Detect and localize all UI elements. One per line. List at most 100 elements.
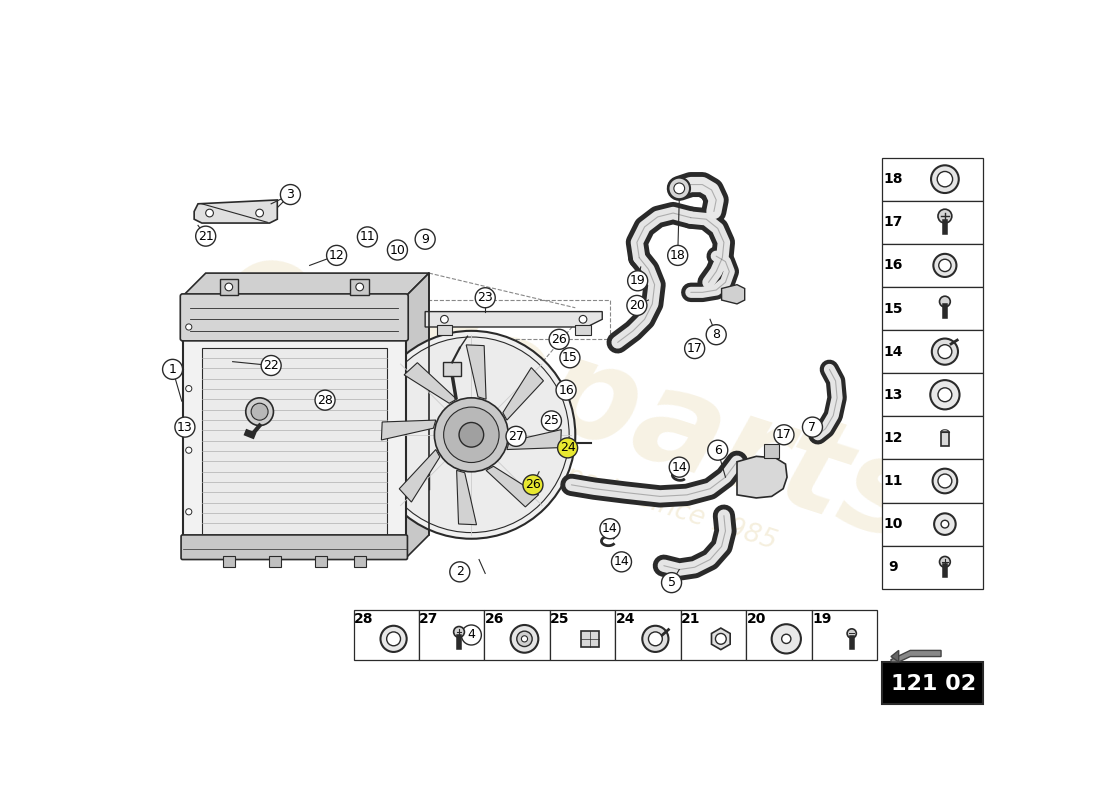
Circle shape	[358, 227, 377, 247]
Text: 27: 27	[508, 430, 524, 443]
Circle shape	[453, 626, 464, 638]
Text: 16: 16	[883, 258, 903, 272]
Text: 11: 11	[360, 230, 375, 243]
Bar	[882, 416, 983, 459]
Circle shape	[381, 626, 407, 652]
Text: 19: 19	[630, 274, 646, 287]
Circle shape	[367, 331, 575, 538]
Text: 5: 5	[668, 576, 675, 589]
Text: 14: 14	[602, 522, 618, 535]
Bar	[746, 610, 812, 660]
Circle shape	[327, 246, 346, 266]
Circle shape	[461, 625, 482, 645]
Text: 17: 17	[883, 215, 903, 230]
Bar	[882, 546, 983, 589]
Text: a passion for parts since 1985: a passion for parts since 1985	[394, 407, 780, 555]
Text: 6: 6	[714, 444, 722, 457]
Circle shape	[280, 185, 300, 205]
Bar	[681, 610, 746, 660]
Text: 28: 28	[317, 394, 333, 406]
Bar	[882, 158, 983, 201]
Circle shape	[684, 338, 705, 358]
Circle shape	[196, 226, 216, 246]
Circle shape	[649, 632, 662, 646]
FancyBboxPatch shape	[182, 535, 407, 559]
Text: 19: 19	[812, 612, 832, 626]
Circle shape	[541, 411, 561, 431]
Circle shape	[715, 634, 726, 644]
Text: 11: 11	[883, 474, 903, 488]
Text: 21: 21	[681, 612, 701, 626]
Bar	[202, 348, 387, 544]
Circle shape	[782, 634, 791, 643]
Circle shape	[774, 425, 794, 445]
Polygon shape	[195, 200, 277, 223]
Circle shape	[261, 355, 282, 375]
Bar	[763, 444, 779, 458]
Bar	[550, 610, 615, 660]
Text: 22: 22	[263, 359, 279, 372]
Text: 26: 26	[525, 478, 541, 491]
Polygon shape	[486, 466, 539, 507]
Text: 15: 15	[562, 351, 578, 364]
Polygon shape	[737, 456, 788, 498]
Text: 17: 17	[776, 428, 792, 442]
Text: 20: 20	[629, 299, 645, 312]
Text: 25: 25	[550, 612, 570, 626]
Circle shape	[443, 407, 499, 462]
Circle shape	[186, 447, 191, 454]
Bar	[443, 362, 461, 376]
Circle shape	[937, 171, 953, 187]
Polygon shape	[404, 362, 456, 403]
Text: 15: 15	[883, 302, 903, 315]
Circle shape	[579, 315, 587, 323]
Text: 2: 2	[455, 566, 464, 578]
Bar	[353, 557, 366, 567]
Circle shape	[506, 426, 526, 446]
Bar	[484, 610, 550, 660]
Circle shape	[931, 380, 959, 410]
Circle shape	[251, 403, 268, 420]
Bar	[882, 373, 983, 416]
Circle shape	[175, 417, 195, 437]
Circle shape	[931, 166, 959, 193]
Text: 14: 14	[614, 555, 629, 568]
Text: 25: 25	[543, 414, 560, 427]
Circle shape	[475, 288, 495, 308]
Text: 27: 27	[419, 612, 439, 626]
Circle shape	[938, 474, 952, 488]
Circle shape	[628, 270, 648, 291]
Text: 10: 10	[389, 243, 406, 257]
Polygon shape	[891, 650, 942, 662]
Circle shape	[558, 438, 578, 458]
Text: 18: 18	[670, 249, 685, 262]
Circle shape	[938, 388, 952, 402]
Circle shape	[560, 348, 580, 368]
Circle shape	[226, 283, 233, 291]
Text: 24: 24	[560, 442, 575, 454]
Bar	[882, 287, 983, 330]
Bar	[575, 326, 591, 334]
Circle shape	[940, 520, 948, 528]
Circle shape	[521, 636, 528, 642]
Text: 14: 14	[671, 461, 688, 474]
Circle shape	[387, 632, 400, 646]
Bar	[812, 610, 877, 660]
Circle shape	[374, 337, 569, 533]
Bar	[882, 330, 983, 373]
Bar	[882, 662, 983, 704]
Polygon shape	[406, 273, 429, 558]
Polygon shape	[507, 430, 561, 450]
Text: 7: 7	[808, 421, 816, 434]
Text: 20: 20	[747, 612, 766, 626]
Text: 14: 14	[883, 345, 903, 358]
Text: 26: 26	[551, 333, 566, 346]
Text: 24: 24	[616, 612, 635, 626]
Circle shape	[847, 629, 856, 638]
Circle shape	[674, 183, 684, 194]
Circle shape	[315, 390, 336, 410]
Text: 21: 21	[198, 230, 213, 242]
Circle shape	[627, 295, 647, 315]
Circle shape	[939, 296, 950, 307]
Text: 10: 10	[883, 517, 903, 531]
